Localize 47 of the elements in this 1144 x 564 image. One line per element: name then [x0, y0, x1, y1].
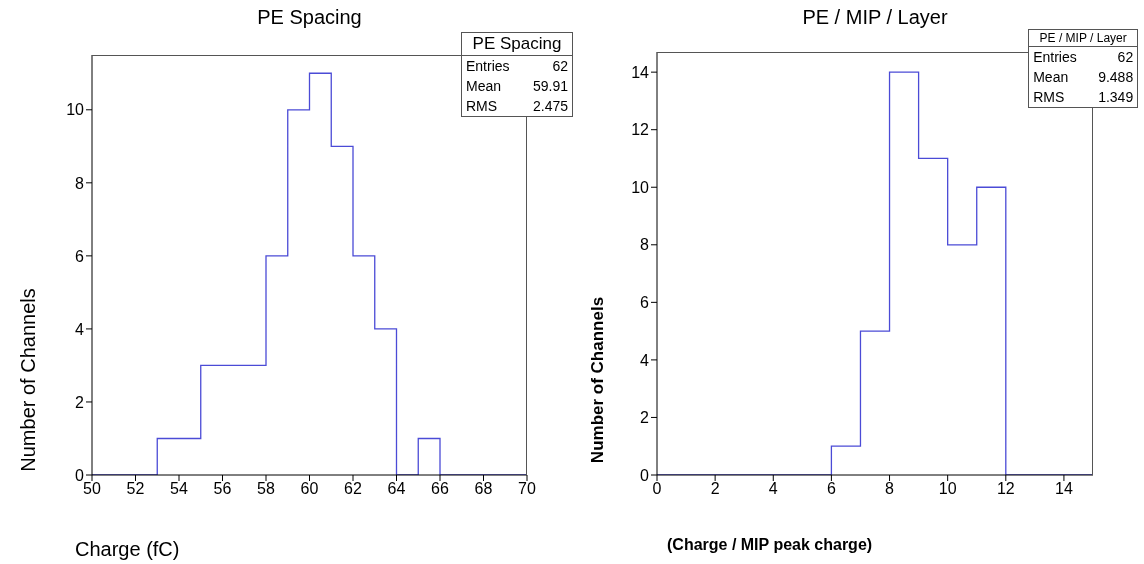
- x-tick-label: 14: [1055, 480, 1073, 498]
- text: Mean 59.91: [466, 78, 568, 94]
- y-tick-label: 0: [75, 466, 85, 484]
- x-tick-label: 8: [885, 480, 895, 498]
- x-tick-label: 10: [938, 480, 957, 498]
- x-axis-title: Charge (fC): [75, 538, 180, 561]
- chart-title: PE / MIP / Layer: [801, 6, 949, 29]
- text: RMS 2.475: [466, 98, 568, 114]
- y-axis-title: Number of Channels: [588, 296, 608, 464]
- y-axis-title: Number of Channels: [16, 288, 40, 472]
- x-tick-label: 52: [126, 480, 145, 498]
- y-tick-label: 0: [640, 466, 650, 484]
- x-tick-label: 64: [387, 480, 406, 498]
- x-tick-label: 2: [710, 480, 720, 498]
- x-tick-label: 54: [170, 480, 188, 498]
- text: PE / MIP / Layer: [1029, 30, 1138, 47]
- y-tick-label: 12: [631, 121, 650, 139]
- y-tick-label: 4: [75, 320, 85, 338]
- y-tick-label: 8: [75, 174, 85, 192]
- y-tick-label: 2: [75, 393, 85, 411]
- x-tick-label: 66: [431, 480, 449, 498]
- x-tick-label: 50: [83, 480, 101, 498]
- y-tick-label: 2: [640, 409, 650, 427]
- x-tick-label: 68: [474, 480, 493, 498]
- x-tick-label: 58: [257, 480, 275, 498]
- y-tick-label: 10: [66, 101, 85, 119]
- text: PE Spacing: [462, 33, 572, 56]
- x-tick-label: 6: [826, 480, 836, 498]
- x-tick-label: 60: [300, 480, 319, 498]
- x-tick-label: 56: [213, 480, 232, 498]
- text: Entries 62: [1033, 49, 1134, 65]
- y-tick-label: 6: [640, 294, 650, 312]
- text: RMS 1.349: [1033, 89, 1134, 105]
- text: Mean 9.488: [1033, 69, 1134, 85]
- text: Entries 62: [466, 58, 568, 74]
- y-tick-label: 4: [640, 351, 650, 369]
- x-tick-label: 12: [996, 480, 1015, 498]
- y-tick-label: 6: [75, 247, 85, 265]
- x-tick-label: 62: [344, 480, 362, 498]
- y-tick-label: 10: [631, 178, 650, 196]
- x-tick-label: 4: [768, 480, 778, 498]
- x-tick-label: 70: [518, 480, 536, 498]
- x-tick-label: 0: [652, 480, 662, 498]
- x-axis-title: (Charge / MIP peak charge): [667, 536, 873, 554]
- y-tick-label: 8: [640, 236, 650, 254]
- chart-title: PE Spacing: [256, 6, 363, 29]
- y-tick-label: 14: [631, 63, 650, 81]
